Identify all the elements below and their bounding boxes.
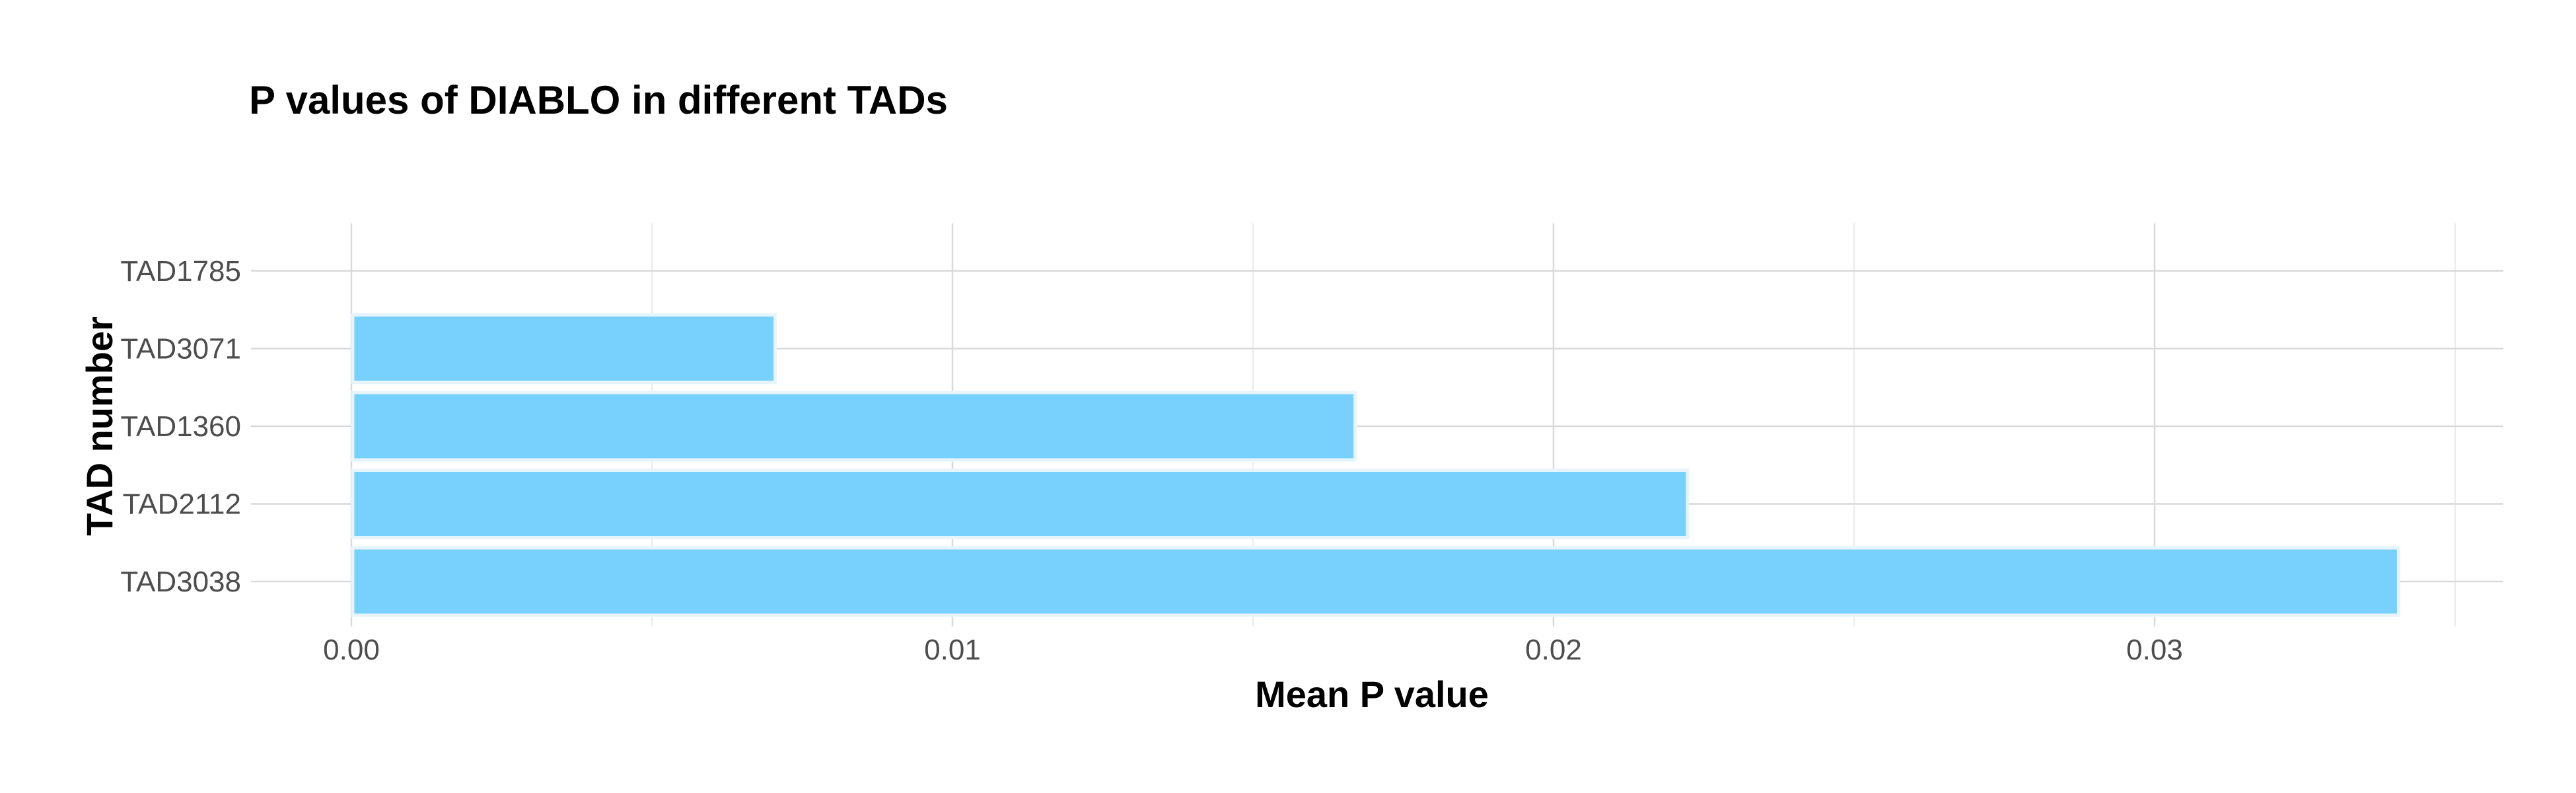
y-tick-label: TAD3038 <box>120 566 241 598</box>
y-axis-ticks: TAD1785 TAD3071 TAD1360 TAD2112 TAD3038 <box>120 255 241 598</box>
bar-tad3071 <box>351 313 777 384</box>
x-axis-title: Mean P value <box>1255 673 1489 715</box>
bar-tad1360 <box>351 391 1357 462</box>
x-axis-ticks: 0.00 0.01 0.02 0.03 <box>323 634 2183 666</box>
bar-tad2112 <box>351 469 1690 539</box>
bar-tad3038 <box>351 546 2400 617</box>
bars <box>351 313 2400 617</box>
y-tick-label: TAD1785 <box>120 255 241 287</box>
y-axis-title: TAD number <box>79 317 120 536</box>
x-tick-label: 0.03 <box>2126 634 2183 666</box>
y-tick-label: TAD1360 <box>120 410 241 443</box>
x-tick-label: 0.01 <box>924 634 981 666</box>
y-tick-label: TAD2112 <box>123 488 241 521</box>
y-tick-label: TAD3071 <box>120 333 241 365</box>
x-tick-label: 0.00 <box>323 634 380 666</box>
x-tick-label: 0.02 <box>1525 634 1582 666</box>
chart-title: P values of DIABLO in different TADs <box>249 78 948 122</box>
